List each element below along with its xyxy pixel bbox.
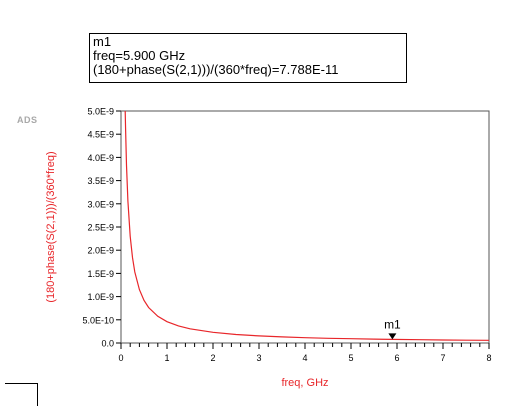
y-tick-label: 2.0E-9 xyxy=(87,246,114,256)
y-tick-label: 5.0E-10 xyxy=(82,315,114,325)
y-tick-label: 0.0 xyxy=(101,339,114,349)
x-tick-label: 1 xyxy=(164,353,169,363)
y-axis-label: (180+phase(S(2,1)))/(360*freq) xyxy=(45,151,57,302)
x-tick-label: 7 xyxy=(440,353,445,363)
y-tick-label: 4.0E-9 xyxy=(87,153,114,163)
x-tick-label: 0 xyxy=(118,353,123,363)
x-tick-label: 8 xyxy=(486,353,491,363)
marker-readout-box[interactable]: m1 freq=5.900 GHz (180+phase(S(2,1)))/(3… xyxy=(89,33,407,83)
window-corner-fragment xyxy=(5,383,38,406)
x-tick-label: 4 xyxy=(302,353,307,363)
y-tick-label: 3.0E-9 xyxy=(87,199,114,209)
x-tick-label: 6 xyxy=(394,353,399,363)
y-tick-label: 1.5E-9 xyxy=(87,269,114,279)
marker-freq-readout: freq=5.900 GHz xyxy=(93,48,186,63)
ads-watermark: ADS xyxy=(17,115,38,125)
y-tick-label: 5.0E-9 xyxy=(87,107,114,117)
y-tick-label: 1.0E-9 xyxy=(87,292,114,302)
y-tick-label: 3.5E-9 xyxy=(87,176,114,186)
x-tick-label: 2 xyxy=(210,353,215,363)
series-line-0 xyxy=(124,111,489,341)
x-tick-label: 3 xyxy=(256,353,261,363)
y-tick-label: 2.5E-9 xyxy=(87,223,114,233)
x-tick-label: 5 xyxy=(348,353,353,363)
marker-label: m1 xyxy=(384,317,401,331)
plot-frame xyxy=(120,110,490,344)
marker-value-readout: (180+phase(S(2,1)))/(360*freq)=7.788E-11 xyxy=(93,62,339,77)
marker-name: m1 xyxy=(93,34,112,49)
y-tick-label: 4.5E-9 xyxy=(87,130,114,140)
x-axis-label: freq, GHz xyxy=(281,377,328,389)
marker-triangle xyxy=(388,333,397,340)
